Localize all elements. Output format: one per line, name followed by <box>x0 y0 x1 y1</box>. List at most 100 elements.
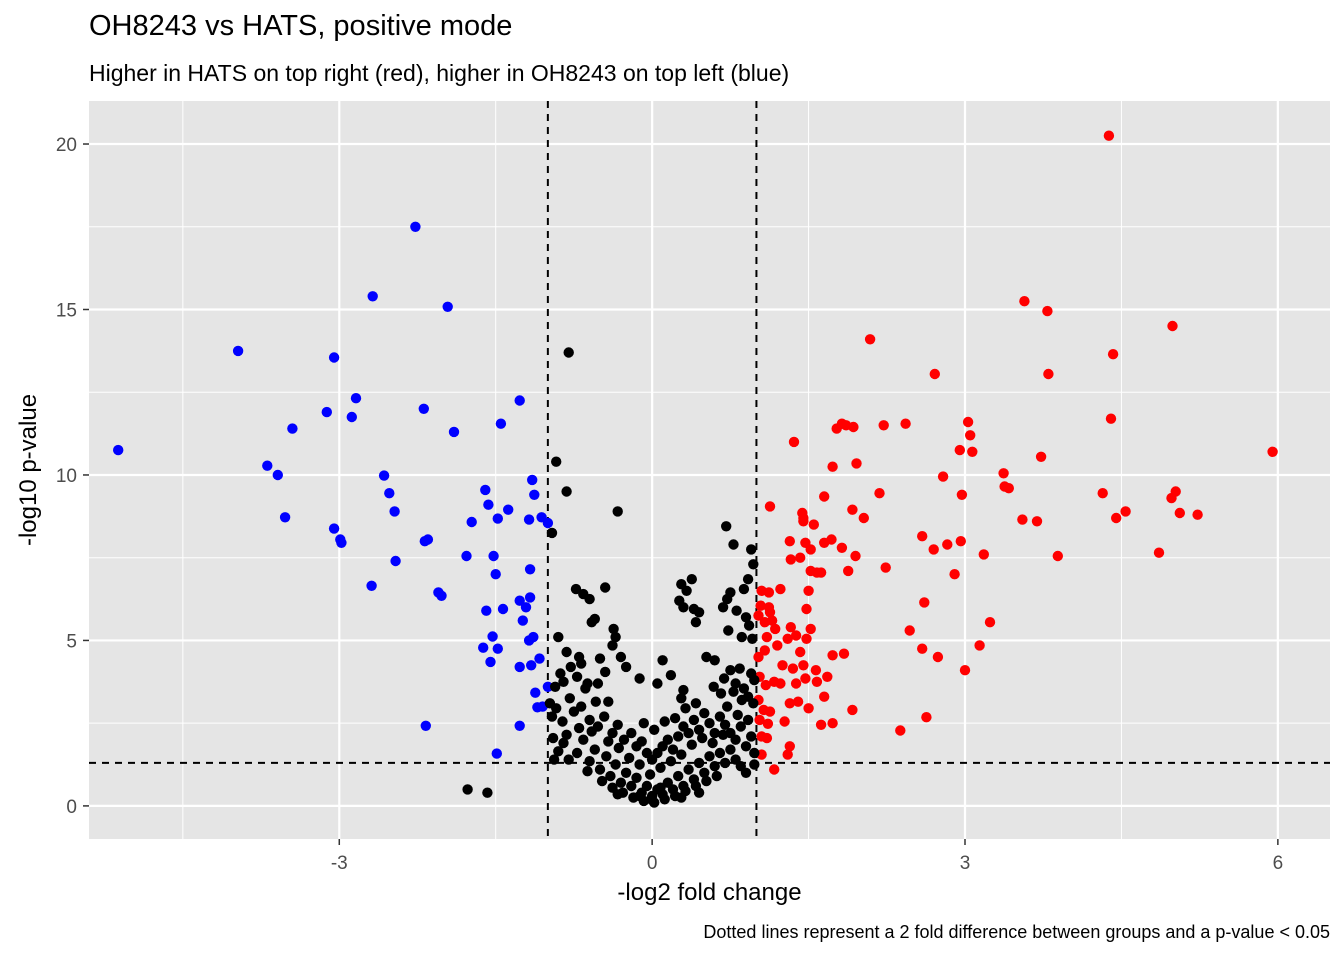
data-point <box>803 703 814 714</box>
data-point <box>747 633 758 644</box>
data-point <box>798 660 809 671</box>
data-point <box>810 665 822 676</box>
data-point <box>928 544 939 555</box>
data-point <box>586 726 597 737</box>
data-point <box>615 651 627 663</box>
data-point <box>709 727 720 739</box>
data-point <box>594 653 606 664</box>
data-point <box>775 583 786 595</box>
data-point <box>942 539 953 550</box>
data-point <box>389 506 400 517</box>
data-point <box>690 617 702 628</box>
data-point <box>503 504 514 515</box>
y-axis-title: -log10 p-value <box>15 394 42 546</box>
data-point <box>673 770 684 782</box>
data-point <box>1111 512 1122 524</box>
data-point <box>530 687 541 698</box>
data-point <box>919 597 930 608</box>
data-point <box>610 759 621 770</box>
data-point <box>573 722 585 734</box>
data-point <box>1017 514 1028 525</box>
data-point <box>576 701 587 712</box>
data-point <box>615 777 627 788</box>
data-point <box>753 610 764 621</box>
data-point <box>321 406 332 418</box>
data-point <box>782 633 793 644</box>
data-point <box>717 602 729 613</box>
data-point <box>638 718 649 729</box>
data-point <box>847 504 858 515</box>
data-point <box>900 418 911 429</box>
data-point <box>480 484 491 496</box>
data-point <box>779 716 790 727</box>
data-point <box>978 549 989 560</box>
data-point <box>659 716 670 727</box>
data-point <box>709 761 720 772</box>
data-point <box>517 615 528 626</box>
data-point <box>481 605 492 616</box>
data-point <box>798 516 809 527</box>
data-point <box>735 721 746 732</box>
data-point <box>1103 130 1115 141</box>
data-point <box>624 752 635 764</box>
data-point <box>746 544 757 555</box>
data-point <box>1097 488 1108 499</box>
data-point <box>612 789 623 800</box>
data-point <box>613 742 624 754</box>
data-point <box>676 693 687 704</box>
data-point <box>709 655 720 666</box>
data-point <box>600 666 611 678</box>
data-point <box>784 536 795 547</box>
data-point <box>967 446 978 457</box>
data-point <box>534 653 545 664</box>
y-tick-label: 15 <box>56 300 77 321</box>
data-point <box>350 393 362 404</box>
data-point <box>520 602 532 613</box>
data-point <box>937 471 949 482</box>
data-point <box>592 678 604 689</box>
data-point <box>546 711 558 722</box>
data-point <box>954 444 965 456</box>
data-point <box>563 347 574 358</box>
data-point <box>514 720 525 731</box>
data-point <box>571 747 583 759</box>
data-point <box>764 706 776 717</box>
data-point <box>328 523 340 534</box>
data-point <box>636 736 647 747</box>
data-point <box>1043 368 1054 380</box>
data-point <box>740 767 752 778</box>
data-point <box>736 631 747 643</box>
data-point <box>1031 516 1043 527</box>
data-point <box>693 787 705 798</box>
data-point <box>1105 413 1117 424</box>
chart-caption: Dotted lines represent a 2 fold differen… <box>703 922 1330 942</box>
data-point <box>665 670 677 681</box>
data-point <box>895 725 906 736</box>
data-point <box>497 603 509 615</box>
data-point <box>576 658 587 669</box>
data-point <box>584 756 595 767</box>
data-point <box>686 739 697 750</box>
data-point <box>748 559 759 570</box>
data-point <box>1042 305 1053 317</box>
chart-title: OH8243 vs HATS, positive mode <box>89 10 513 42</box>
data-point <box>644 769 656 780</box>
data-point <box>466 516 477 528</box>
data-point <box>461 550 472 562</box>
data-point <box>546 527 558 539</box>
data-point <box>618 734 630 745</box>
data-point <box>838 648 850 659</box>
data-point <box>551 703 562 714</box>
data-point <box>678 684 689 696</box>
data-point <box>657 655 668 666</box>
data-point <box>764 501 776 512</box>
data-point <box>676 792 687 803</box>
data-point <box>740 741 752 752</box>
data-point <box>760 679 771 691</box>
data-point <box>755 600 766 611</box>
data-point <box>704 718 715 729</box>
data-point <box>603 736 614 747</box>
data-point <box>612 719 623 730</box>
data-point <box>605 770 616 782</box>
